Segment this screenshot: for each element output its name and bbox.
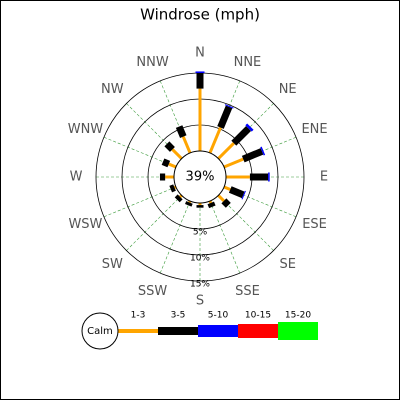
legend-label: 3-5	[171, 311, 186, 321]
direction-label: N	[195, 46, 205, 61]
spoke	[103, 186, 177, 218]
legend-swatch	[238, 324, 278, 338]
direction-label: WNW	[68, 122, 104, 137]
wind-segment	[174, 194, 183, 203]
direction-label: E	[320, 170, 328, 185]
wind-segment	[168, 162, 177, 169]
wind-segment	[164, 141, 175, 152]
legend-label: 1-3	[131, 311, 146, 321]
direction-label: ESE	[302, 217, 327, 232]
direction-label: W	[70, 170, 83, 185]
direction-label: SW	[102, 257, 123, 272]
wind-segment	[231, 125, 252, 146]
wind-segment	[245, 123, 254, 132]
wind-segment	[241, 148, 264, 163]
ring-label: 15%	[190, 280, 210, 290]
legend-calm	[81, 312, 119, 350]
ring-label: 5%	[193, 228, 208, 238]
direction-label: WSW	[68, 217, 102, 232]
spoke	[209, 200, 241, 274]
wind-segment	[228, 186, 245, 199]
ring-label: 10%	[190, 254, 210, 264]
direction-label: NE	[279, 82, 297, 97]
wind-segment	[217, 194, 225, 202]
wind-segment	[171, 148, 183, 160]
spoke	[126, 195, 182, 251]
calm-value: 39%	[186, 170, 215, 185]
direction-label: SSW	[138, 284, 168, 299]
wind-segment	[169, 184, 176, 193]
wind-segment	[223, 185, 231, 191]
direction-label: NNW	[136, 55, 168, 70]
direction-label: SSE	[235, 284, 260, 299]
spoke	[159, 200, 191, 274]
direction-label: SE	[279, 257, 295, 272]
wind-segment	[217, 142, 235, 160]
legend-label: 5-10	[208, 311, 229, 321]
wind-segment	[260, 146, 266, 156]
wind-segment	[208, 126, 222, 154]
wind-segment	[175, 125, 187, 138]
legend-swatch	[118, 329, 158, 333]
legend-swatch	[198, 325, 238, 337]
wind-segment	[217, 105, 233, 129]
direction-label: ENE	[301, 122, 327, 137]
wind-segment	[181, 136, 192, 154]
legend-swatch	[158, 327, 198, 335]
wind-segment	[221, 198, 231, 208]
legend-swatch	[278, 322, 318, 340]
chart-title: Windrose (mph)	[140, 6, 260, 24]
wind-segment	[161, 158, 171, 168]
legend-calm-label: Calm	[87, 326, 113, 337]
wind-segment	[185, 201, 193, 207]
legend-label: 10-15	[245, 311, 271, 321]
wind-segment	[207, 201, 216, 209]
direction-label: NW	[101, 82, 124, 97]
direction-label: NNE	[234, 55, 262, 70]
direction-label: S	[196, 294, 204, 309]
wind-segment	[223, 157, 244, 169]
legend-label: 15-20	[285, 311, 311, 321]
calm-circle	[173, 150, 227, 204]
